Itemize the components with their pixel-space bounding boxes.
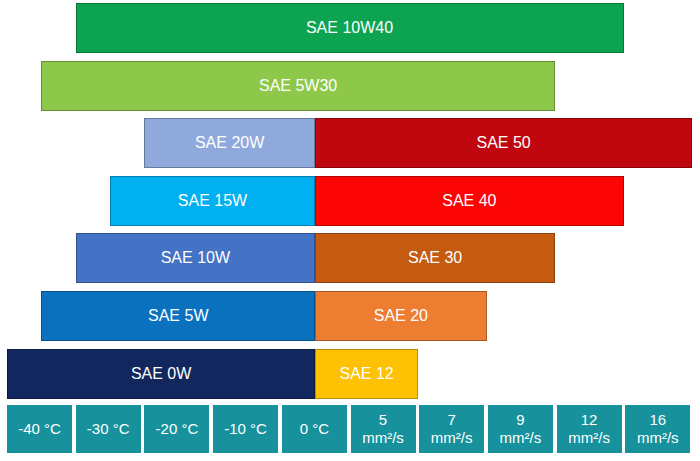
axis-cell-7-mm-s: 7mm²/s (419, 405, 484, 453)
axis-cell-unit: mm²/s (362, 429, 404, 447)
bar-segment-sae-50: SAE 50 (315, 118, 692, 168)
axis-cell-value: 12 (581, 411, 598, 429)
axis-cell-value: -30 °C (87, 420, 130, 438)
bar-label: SAE 5W30 (259, 77, 337, 95)
axis-cell--40-c: -40 °C (7, 405, 72, 453)
bar-label: SAE 12 (339, 365, 393, 383)
axis-cell-value: -10 °C (224, 420, 267, 438)
bar-label: SAE 0W (131, 365, 191, 383)
bar-label: SAE 5W (148, 307, 208, 325)
bar-label: SAE 10W40 (306, 19, 393, 37)
axis-cell-value: -40 °C (18, 420, 61, 438)
axis-cell-16-mm-s: 16mm²/s (625, 405, 690, 453)
axis-cell-unit: mm²/s (568, 429, 610, 447)
bar-segment-sae-10w: SAE 10W (76, 233, 316, 283)
axis-cell-unit: mm²/s (637, 429, 679, 447)
axis-cell-12-mm-s: 12mm²/s (557, 405, 622, 453)
bar-label: SAE 10W (161, 249, 230, 267)
bar-segment-sae-0w: SAE 0W (7, 349, 315, 399)
axis-cell-value: 7 (448, 411, 456, 429)
axis-cell-0-c: 0 °C (282, 405, 347, 453)
bar-label: SAE 20W (195, 134, 264, 152)
bar-segment-sae-15w: SAE 15W (110, 176, 316, 226)
sae-viscosity-chart: SAE 10W40 SAE 5W30 SAE 20W SAE 50 SAE 15W SAE… (0, 0, 700, 461)
axis-cell--10-c: -10 °C (213, 405, 278, 453)
axis-cell-value: 9 (516, 411, 524, 429)
axis-cell-9-mm-s: 9mm²/s (488, 405, 553, 453)
bar-label: SAE 15W (178, 192, 247, 210)
bar-segment-sae-40: SAE 40 (315, 176, 623, 226)
axis-cell-value: 0 °C (300, 420, 329, 438)
bar-label: SAE 50 (476, 134, 530, 152)
bar-segment-sae-5w30: SAE 5W30 (41, 61, 555, 111)
axis-cell-value: 5 (379, 411, 387, 429)
axis-cell--30-c: -30 °C (76, 405, 141, 453)
bar-segment-sae-12: SAE 12 (315, 349, 418, 399)
axis-cell-unit: mm²/s (431, 429, 473, 447)
axis-cell-value: 16 (649, 411, 666, 429)
bar-segment-sae-5w: SAE 5W (41, 291, 315, 341)
axis-cell--20-c: -20 °C (144, 405, 209, 453)
bar-segment-sae-10w40: SAE 10W40 (76, 3, 624, 53)
bar-segment-sae-20: SAE 20 (315, 291, 486, 341)
axis-cell-5-mm-s: 5mm²/s (351, 405, 416, 453)
bar-label: SAE 30 (408, 249, 462, 267)
axis-cell-unit: mm²/s (500, 429, 542, 447)
bar-segment-sae-30: SAE 30 (315, 233, 555, 283)
bar-label: SAE 40 (442, 192, 496, 210)
bar-segment-sae-20w: SAE 20W (144, 118, 315, 168)
bar-label: SAE 20 (374, 307, 428, 325)
axis-cell-value: -20 °C (156, 420, 199, 438)
